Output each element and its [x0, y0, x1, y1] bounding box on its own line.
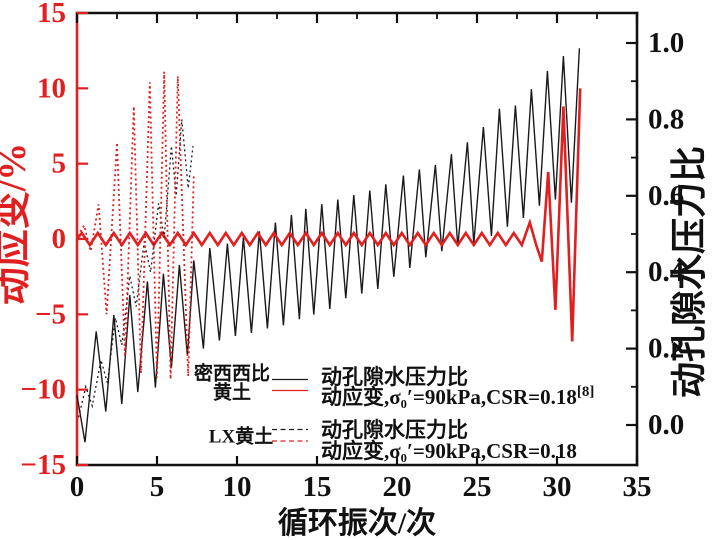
x-tick-label: 30 — [543, 471, 572, 503]
left-y-tick-label: 15 — [37, 0, 66, 29]
series-lx_pwp-line — [77, 119, 194, 418]
right-y-tick-label: 1.0 — [648, 27, 684, 59]
legend-group-label: 黄土 — [213, 381, 251, 404]
left-y-axis-title: 动应变/% — [0, 143, 34, 306]
right-y-tick-label: 0.0 — [648, 409, 684, 441]
legend-entry-text: 动孔隙水压力比 — [321, 365, 468, 389]
x-tick-label: 20 — [383, 471, 412, 503]
left-y-tick-label: −15 — [20, 449, 66, 481]
right-y-axis-title: 动孔隙水压力比 — [669, 146, 709, 398]
x-axis-title: 循环振次/次 — [278, 507, 436, 540]
legend-entry-text: 动应变,σ₀′=90kPa,CSR=0.18[8] — [321, 384, 594, 409]
x-tick-label: 5 — [150, 471, 165, 503]
left-y-tick-label: 0 — [52, 223, 67, 255]
left-y-tick-label: 5 — [52, 148, 67, 180]
x-tick-label: 25 — [463, 471, 492, 503]
chart-legend: 密西西比黄土动孔隙水压力比动应变,σ₀′=90kPa,CSR=0.18[8]LX… — [194, 362, 594, 464]
left-y-tick-label: 10 — [37, 72, 66, 104]
legend-group-label: LX黄土 — [209, 425, 273, 448]
left-y-tick-label: −5 — [35, 298, 66, 330]
right-y-tick-label: 0.8 — [648, 103, 684, 135]
legend-entry-text: 动应变,σ₀′=90kPa,CSR=0.18 — [321, 439, 577, 463]
data-series — [75, 48, 582, 443]
series-lx_strain-line — [77, 71, 195, 380]
x-tick-label: 0 — [70, 471, 85, 503]
right-y-tick-label: 0.2 — [648, 333, 684, 365]
axis-ticks — [75, 11, 639, 467]
left-y-tick-label: −10 — [20, 374, 66, 406]
legend-group-label: 密西西比 — [194, 362, 270, 385]
x-tick-label: 15 — [303, 471, 332, 503]
x-tick-label: 35 — [623, 471, 652, 503]
legend-entry-text: 动孔隙水压力比 — [321, 418, 468, 442]
axis-tick-labels: 0 5 10 15 20 25 30 35 15 10 5 0 −5 −10 −15 1.0 0.8 0.6 0.4… — [20, 0, 684, 503]
series-mississippi_pwp-line — [76, 48, 581, 443]
right-y-tick-label: 0.6 — [648, 180, 684, 212]
right-y-tick-label: 0.4 — [648, 256, 684, 288]
x-tick-label: 10 — [223, 471, 252, 503]
series-mississippi_strain-line — [75, 88, 582, 342]
